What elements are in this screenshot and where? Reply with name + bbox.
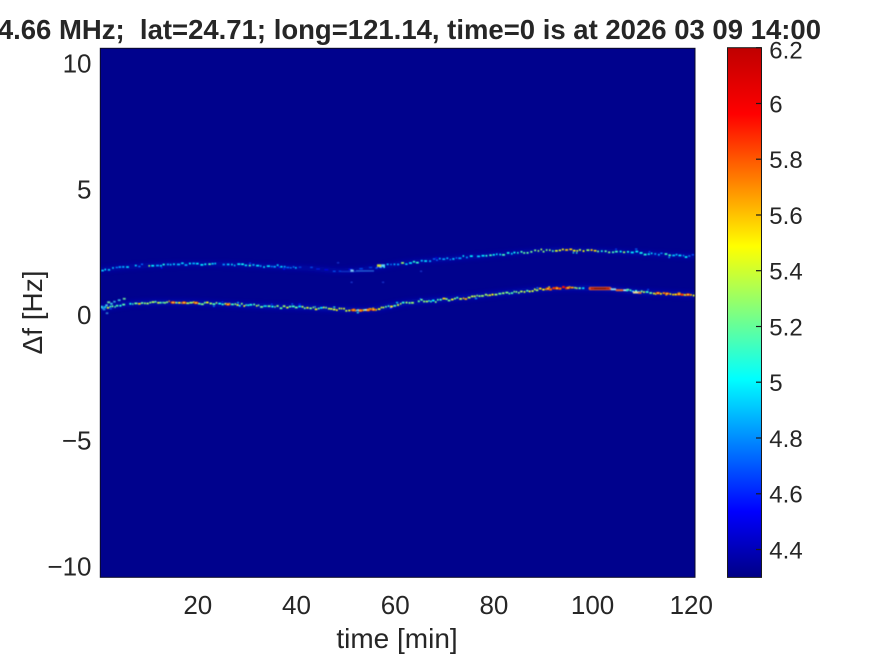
svg-text:80: 80: [479, 590, 508, 620]
svg-text:−10: −10: [47, 551, 91, 581]
svg-text:Δf [Hz]: Δf [Hz]: [17, 270, 48, 354]
svg-text:40: 40: [282, 590, 311, 620]
svg-text:100: 100: [571, 590, 614, 620]
svg-text:−5: −5: [62, 426, 92, 456]
svg-text:0: 0: [77, 300, 91, 330]
svg-text:4.4: 4.4: [769, 537, 802, 564]
svg-text:6: 6: [769, 91, 782, 118]
svg-text:4.6: 4.6: [769, 482, 802, 509]
svg-text:5.2: 5.2: [769, 314, 802, 341]
svg-text:time [min]: time [min]: [336, 623, 457, 654]
svg-text:5: 5: [77, 174, 91, 204]
svg-text:60: 60: [381, 590, 410, 620]
svg-text:5.6: 5.6: [769, 203, 802, 230]
svg-text:10: 10: [63, 49, 92, 79]
svg-text:4.66 MHz; lat=24.71; long=121: 4.66 MHz; lat=24.71; long=121.14, time=0…: [0, 14, 821, 45]
svg-text:5: 5: [769, 370, 782, 397]
svg-text:4.8: 4.8: [769, 426, 802, 453]
svg-text:20: 20: [183, 590, 212, 620]
svg-text:5.8: 5.8: [769, 147, 802, 174]
svg-text:6.2: 6.2: [769, 38, 802, 65]
svg-text:5.4: 5.4: [769, 259, 802, 286]
svg-text:120: 120: [670, 590, 713, 620]
